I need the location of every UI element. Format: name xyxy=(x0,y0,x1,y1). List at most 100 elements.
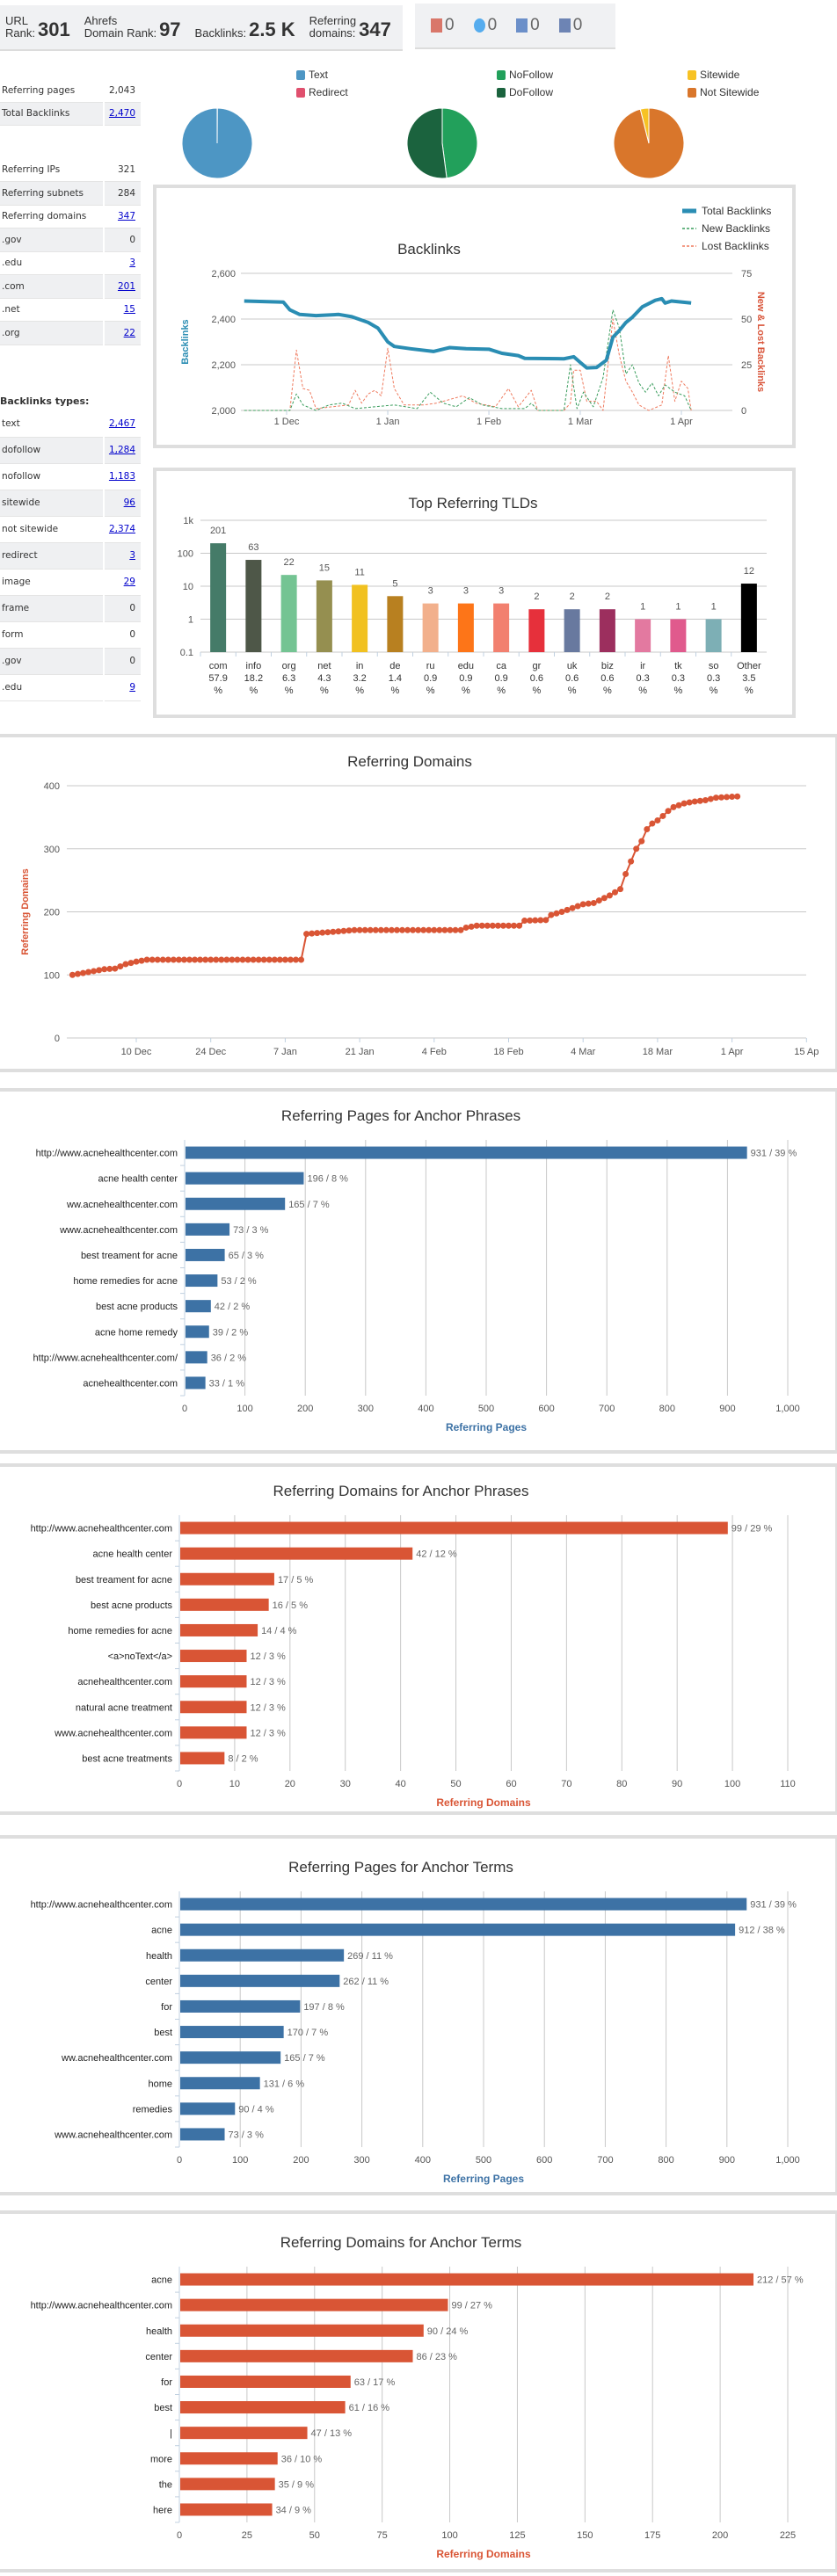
row-value-link[interactable]: 1,284 xyxy=(108,445,135,455)
legend-not-sitewide[interactable]: Not Sitewide xyxy=(688,86,759,98)
row-label: Referring domains xyxy=(0,205,104,229)
table-row: .net 15 xyxy=(0,298,141,322)
row-label: frame xyxy=(0,595,104,622)
x-tick-label: 18 Feb xyxy=(493,1047,523,1057)
count: 0 xyxy=(445,16,455,34)
row-value-link[interactable]: 2,467 xyxy=(108,417,135,429)
row-value-link[interactable]: 22 xyxy=(123,327,135,338)
data-point xyxy=(309,930,316,937)
data-point xyxy=(665,808,672,815)
data-point xyxy=(281,956,288,963)
row-value: 29 xyxy=(103,569,141,596)
data-point xyxy=(564,906,571,913)
y-tick-label: 200 xyxy=(44,908,60,918)
table-row: nofollow 1,183 xyxy=(0,463,141,490)
twitter-count[interactable]: 0 xyxy=(473,16,497,35)
bar xyxy=(180,1701,247,1714)
row-value-link[interactable]: 1,183 xyxy=(108,471,135,482)
legend-text[interactable]: Text xyxy=(296,69,328,81)
metric-backlinks: Backlinks: 2.5 K xyxy=(195,15,295,40)
row-value-link[interactable]: 2,374 xyxy=(108,524,135,534)
category-label: http://www.acnehealthcenter.com xyxy=(31,2301,172,2311)
data-point xyxy=(654,816,661,824)
data-point xyxy=(149,956,156,963)
data-label: 34 / 9 % xyxy=(276,2505,312,2515)
data-label: 65 / 3 % xyxy=(229,1251,265,1261)
google-plus-count[interactable]: 0 xyxy=(431,16,455,35)
legend-nofollow[interactable]: NoFollow xyxy=(497,69,553,81)
metrics-header: URL Rank: 301 Ahrefs Domain Rank: 97 Backlin… xyxy=(0,5,403,51)
legend-sitewide[interactable]: Sitewide xyxy=(688,69,739,81)
legend-dofollow[interactable]: DoFollow xyxy=(497,86,553,98)
bar xyxy=(186,1300,211,1313)
pie-slice-text xyxy=(181,107,253,179)
row-label: Referring IPs xyxy=(0,158,104,182)
data-point xyxy=(420,926,427,933)
row-value-link[interactable]: 3 xyxy=(129,550,135,561)
row-value: 0 xyxy=(103,648,141,675)
anchor-phrases-domains-box: Referring Domains for Anchor Phrases 0 10 2… xyxy=(0,1463,837,1815)
chart-title: Referring Domains xyxy=(347,753,472,770)
data-label: 5 xyxy=(392,578,397,589)
like-count[interactable]: 0 xyxy=(516,16,540,35)
referring-table: Referring IPs 321 Referring subnets 284 Refe… xyxy=(0,158,141,345)
data-point xyxy=(410,926,417,933)
data-point xyxy=(101,966,108,973)
data-label: 1 xyxy=(711,602,717,613)
row-value-link[interactable]: 29 xyxy=(123,577,135,587)
row-value: 321 xyxy=(103,158,141,182)
data-point xyxy=(548,911,555,918)
y-tick-label: 2,000 xyxy=(211,406,236,417)
bar xyxy=(180,1898,747,1911)
category-label: www.acnehealthcenter.com xyxy=(59,1225,178,1236)
data-point xyxy=(175,956,182,963)
data-point xyxy=(260,956,267,963)
x-tick-label: 300 xyxy=(358,1404,374,1414)
data-point xyxy=(468,923,475,930)
x-tick-label: 10 xyxy=(229,1779,240,1789)
data-point xyxy=(606,892,613,899)
row-value-link[interactable]: 201 xyxy=(117,280,135,292)
data-label: 63 / 17 % xyxy=(354,2377,396,2388)
data-point xyxy=(399,926,405,933)
data-point xyxy=(734,793,741,800)
legend-redirect[interactable]: Redirect xyxy=(296,86,348,98)
legend-swatch xyxy=(296,87,305,98)
x-tick-percent-sign: % xyxy=(214,686,222,696)
data-label: 42 / 12 % xyxy=(416,1549,457,1560)
bar-in xyxy=(352,584,368,652)
data-point xyxy=(138,957,145,964)
row-label: redirect xyxy=(0,542,104,570)
row-value-link[interactable]: 96 xyxy=(123,497,135,508)
x-tick-percent-sign: % xyxy=(638,686,647,696)
data-point xyxy=(244,956,251,963)
row-value-link[interactable]: 15 xyxy=(123,304,135,316)
category-label: best xyxy=(154,2403,172,2413)
row-value: 2,470 xyxy=(103,102,141,126)
metric-value: 2.5 K xyxy=(249,18,295,40)
row-value-link[interactable]: 2,470 xyxy=(108,108,135,119)
data-point xyxy=(426,926,433,933)
x-tick-label: 900 xyxy=(719,2155,735,2166)
data-point xyxy=(537,917,544,924)
bar-info xyxy=(245,560,262,652)
row-label: nofollow xyxy=(0,463,104,490)
category-label: acnehealthcenter.com xyxy=(77,1677,172,1687)
chart-title: Backlinks xyxy=(397,241,461,258)
x-tick-percent-sign: % xyxy=(568,686,577,696)
x-tick-percent: 3.2 xyxy=(353,673,366,684)
bar xyxy=(180,1623,258,1636)
x-tick-label: so xyxy=(709,661,719,671)
x-tick-label: 0 xyxy=(177,2530,182,2541)
row-value-link[interactable]: 347 xyxy=(117,211,135,222)
facebook-count[interactable]: 0 xyxy=(558,16,582,35)
data-point xyxy=(122,961,129,968)
category-label: | xyxy=(170,2428,172,2439)
x-tick-label: 18 Mar xyxy=(643,1047,673,1057)
metric-label: domains: xyxy=(309,26,356,40)
row-value-link[interactable]: 9 xyxy=(129,682,135,693)
row-value-link[interactable]: 3 xyxy=(129,258,135,269)
bar xyxy=(180,1726,247,1739)
table-row: .gov 0 xyxy=(0,228,141,252)
data-label: 269 / 11 % xyxy=(347,1951,393,1962)
